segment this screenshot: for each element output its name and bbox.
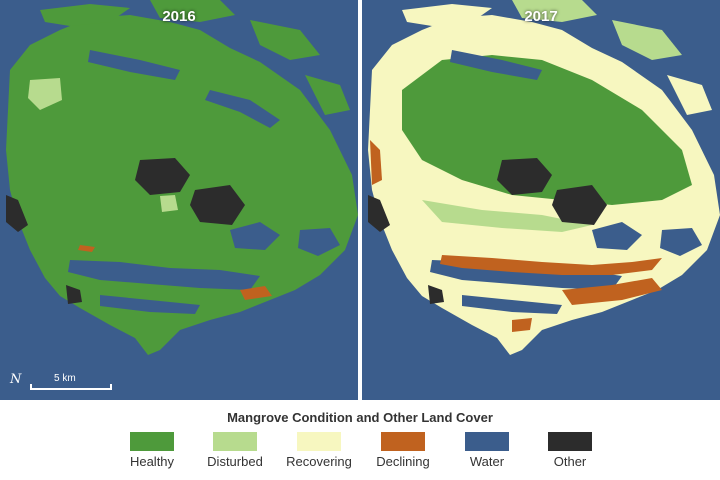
scale-bar-label: 5 km — [54, 373, 76, 384]
island — [305, 75, 350, 115]
legend-label: Recovering — [286, 454, 352, 469]
legend-label: Healthy — [129, 454, 175, 469]
legend-item-disturbed: Disturbed — [190, 432, 280, 469]
other-area — [135, 158, 190, 195]
channel — [450, 50, 542, 80]
other-area — [552, 185, 607, 225]
island — [150, 0, 235, 22]
legend-label: Disturbed — [207, 454, 263, 469]
legend-items: Healthy Disturbed Recovering Declining W… — [0, 432, 720, 476]
legend-item-recovering: Recovering — [274, 432, 364, 469]
legend-title: Mangrove Condition and Other Land Cover — [227, 410, 493, 425]
legend-label: Water — [469, 454, 505, 469]
north-arrow-icon: N — [10, 372, 22, 387]
declining-area — [562, 278, 662, 305]
legend-swatch — [465, 432, 509, 451]
island — [512, 0, 597, 22]
channel — [88, 50, 180, 80]
map-panel-2016: 2016 N 5 km — [0, 0, 358, 400]
legend-item-other: Other — [525, 432, 615, 469]
other-area — [368, 195, 390, 232]
declining-area — [78, 245, 95, 252]
lake — [592, 222, 642, 250]
legend-item-declining: Declining — [358, 432, 448, 469]
legend-item-water: Water — [442, 432, 532, 469]
map-panel-2017: 2017 — [362, 0, 720, 400]
declining-area — [240, 286, 272, 300]
legend-item-healthy: Healthy — [107, 432, 197, 469]
year-label-2017: 2017 — [524, 8, 558, 25]
channel — [462, 295, 562, 314]
other-area — [6, 195, 28, 232]
channel — [68, 260, 260, 290]
lake — [298, 228, 340, 256]
year-label-2016: 2016 — [162, 8, 196, 25]
disturbed-area — [160, 195, 178, 212]
other-area — [497, 158, 552, 195]
legend-swatch — [548, 432, 592, 451]
scale-bar-line — [30, 384, 112, 390]
island — [40, 4, 130, 26]
legend-label: Declining — [376, 454, 430, 469]
island — [402, 4, 492, 26]
legend-swatch — [130, 432, 174, 451]
healthy-area — [402, 55, 692, 205]
scale-bar: N 5 km — [8, 370, 118, 394]
map-comparison: 2016 N 5 km — [0, 0, 720, 400]
declining-area — [370, 140, 382, 185]
other-area — [428, 285, 444, 304]
legend-swatch — [297, 432, 341, 451]
disturbed-area — [28, 78, 62, 110]
other-area — [190, 185, 245, 225]
disturbed-area — [422, 200, 592, 232]
lake — [230, 222, 280, 250]
island — [250, 20, 320, 60]
channel — [205, 90, 280, 128]
map-2016 — [0, 0, 358, 400]
legend-label: Other — [553, 454, 587, 469]
declining-area — [440, 255, 662, 275]
map-2017 — [362, 0, 720, 400]
legend-swatch — [213, 432, 257, 451]
other-area — [66, 285, 82, 304]
declining-area — [512, 318, 532, 332]
channel — [100, 295, 200, 314]
legend: Mangrove Condition and Other Land Cover … — [0, 400, 720, 480]
island — [667, 75, 712, 115]
legend-swatch — [381, 432, 425, 451]
island — [612, 20, 682, 60]
lake — [660, 228, 702, 256]
